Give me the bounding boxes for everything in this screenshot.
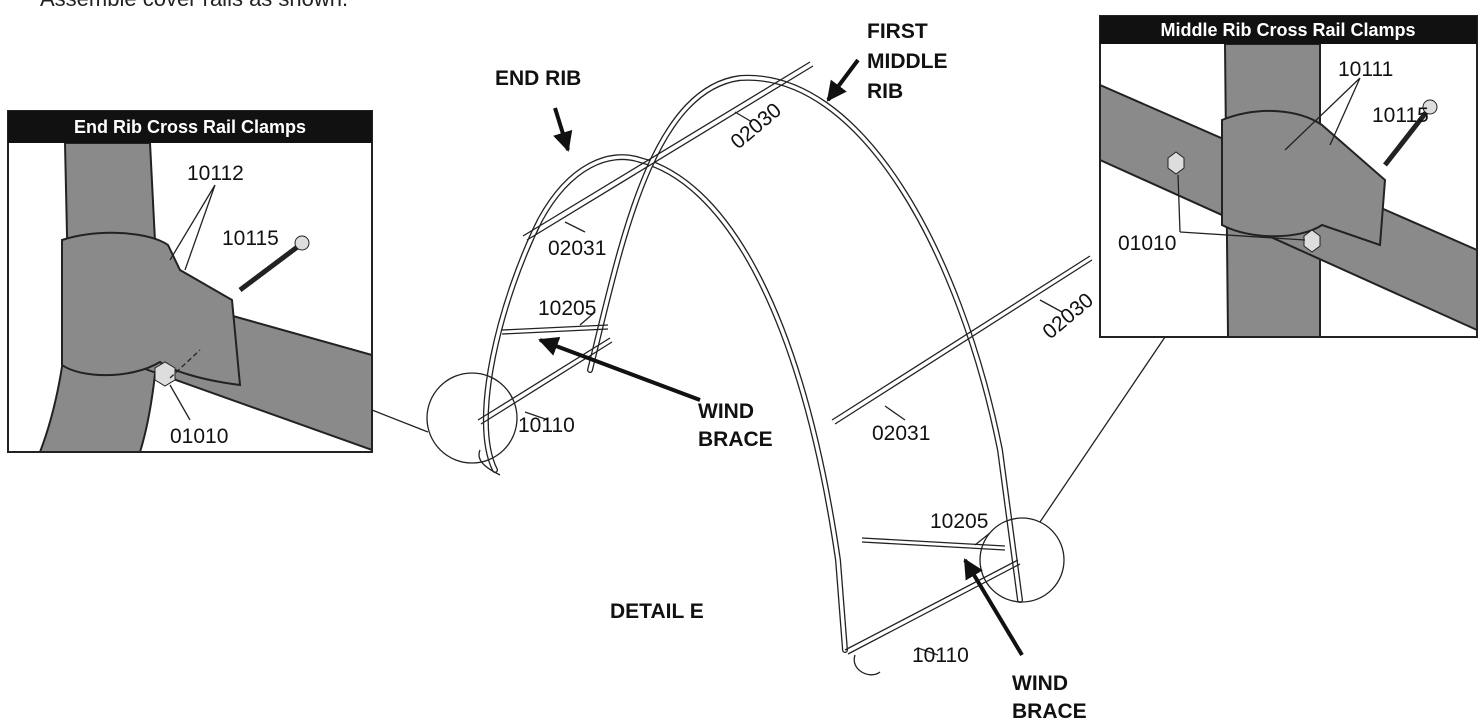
instruction: Assemble cover rails as shown. — [40, 0, 348, 11]
callout: BRACE — [1012, 700, 1087, 721]
inset-title: End Rib Cross Rail Clamps — [74, 117, 306, 137]
frame — [372, 60, 1165, 675]
callout: END RIB — [495, 67, 581, 90]
middle-rib-inset: Middle Rib Cross Rail Clamps 10111 10115… — [1100, 16, 1477, 337]
callout: WIND — [698, 400, 754, 423]
part-label: 02030 — [1038, 289, 1098, 344]
part-label: 01010 — [1118, 232, 1176, 255]
callout: BRACE — [698, 428, 773, 451]
callout: WIND — [1012, 672, 1068, 695]
end-rib-inset: End Rib Cross Rail Clamps 10112 10115 01… — [8, 111, 372, 452]
part-label: 10112 — [187, 162, 244, 185]
part-label: 10115 — [1372, 104, 1429, 127]
part-label: 10205 — [538, 297, 596, 320]
callout: FIRST — [867, 20, 928, 43]
part-label: 02031 — [872, 422, 930, 445]
detail-label: DETAIL E — [610, 600, 704, 623]
callout: RIB — [867, 80, 903, 103]
part-label: 10111 — [1338, 58, 1393, 81]
part-label: 01010 — [170, 425, 228, 448]
part-label: 10115 — [222, 227, 279, 250]
part-label: 10110 — [518, 414, 575, 437]
part-label: 10110 — [912, 644, 969, 667]
part-label: 10205 — [930, 510, 988, 533]
callout: MIDDLE — [867, 50, 948, 73]
part-label: 02031 — [548, 237, 606, 260]
inset-title: Middle Rib Cross Rail Clamps — [1160, 20, 1415, 40]
assembly-diagram: Assemble cover rails as shown. — [0, 0, 1481, 721]
